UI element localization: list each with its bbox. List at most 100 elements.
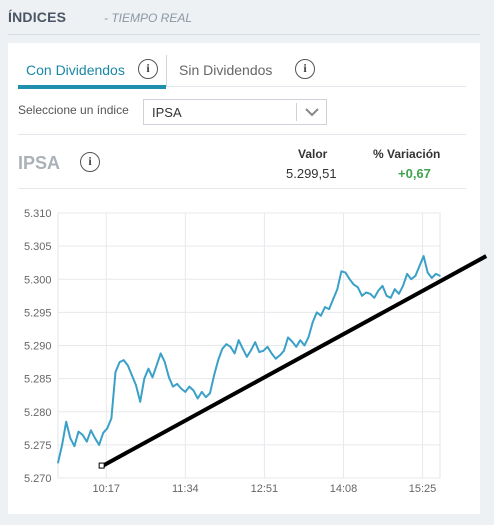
data-point: [328, 308, 330, 310]
y-tick-label: 5.270: [24, 473, 52, 485]
index-name: IPSA: [18, 153, 61, 173]
data-point: [270, 352, 273, 355]
data-point: [422, 255, 425, 257]
data-point: [225, 343, 228, 346]
data-point: [201, 391, 203, 393]
data-point: [110, 417, 113, 420]
data-point: [131, 374, 133, 377]
y-tick-label: 5.310: [24, 208, 52, 220]
x-tick-label: 12:51: [251, 483, 279, 495]
valor-header: Valor: [298, 147, 328, 161]
data-point: [287, 336, 289, 339]
data-point: [73, 445, 76, 448]
data-point: [266, 346, 269, 348]
data-point: [295, 346, 298, 348]
data-point: [86, 440, 88, 443]
data-point: [369, 293, 372, 295]
data-point: [307, 336, 310, 338]
data-point: [221, 348, 224, 350]
data-point: [254, 341, 256, 344]
info-icon[interactable]: i: [295, 59, 315, 79]
data-point: [336, 288, 339, 291]
data-point: [61, 444, 63, 446]
data-point: [102, 432, 104, 434]
data-point: [279, 354, 281, 357]
data-point: [303, 344, 306, 347]
data-point: [344, 271, 347, 274]
tab-bar: Con Dividendos i Sin Dividendos i: [18, 55, 466, 89]
data-point: [69, 437, 72, 440]
data-point: [147, 367, 150, 370]
data-point: [431, 277, 433, 279]
data-point: [164, 361, 166, 363]
variacion-header: % Variación: [373, 147, 441, 161]
header-divider: [8, 34, 480, 35]
y-axis-labels: 5.310 5.305 5.300 5.295 5.290 5.285 5.280 5.275…: [24, 208, 52, 485]
data-point: [262, 350, 265, 352]
data-point: [168, 376, 170, 379]
data-point: [435, 273, 437, 275]
index-select[interactable]: IPSA: [143, 99, 327, 125]
data-point: [139, 401, 141, 403]
y-tick-label: 5.305: [24, 241, 52, 253]
y-tick-label: 5.285: [24, 374, 52, 386]
data-point: [233, 352, 236, 355]
select-divider: [296, 103, 297, 121]
data-point: [98, 444, 100, 446]
data-point: [106, 427, 109, 430]
tab-label: Sin Dividendos: [179, 62, 273, 78]
data-point: [385, 295, 388, 297]
data-point: [381, 285, 384, 287]
x-tick-label: 10:17: [92, 483, 120, 495]
data-point: [217, 359, 219, 361]
info-icon[interactable]: i: [80, 152, 100, 172]
data-point: [122, 359, 125, 361]
data-point: [373, 297, 376, 299]
data-point: [352, 283, 355, 286]
valor-value: 5.299,51: [286, 166, 337, 181]
data-point: [332, 298, 335, 300]
trendline: [101, 254, 488, 468]
data-point: [180, 387, 182, 390]
data-point: [237, 339, 240, 342]
data-point: [196, 397, 199, 400]
y-tick-label: 5.290: [24, 341, 52, 353]
data-point: [242, 348, 244, 350]
active-tab-indicator: [18, 85, 166, 89]
chart-annotations: [98, 254, 488, 469]
data-point: [94, 437, 96, 440]
tab-sin-dividendos[interactable]: Sin Dividendos i: [166, 55, 326, 87]
index-selector-row: Seleccione un índice IPSA: [18, 95, 466, 135]
data-point: [192, 389, 195, 392]
data-point: [365, 291, 367, 294]
data-point: [209, 392, 211, 395]
data-point: [246, 356, 248, 358]
data-point: [299, 339, 302, 342]
data-point: [402, 285, 404, 287]
chevron-down-icon[interactable]: [302, 103, 322, 121]
info-icon[interactable]: i: [138, 59, 158, 79]
data-point: [118, 361, 121, 363]
data-point: [127, 364, 129, 367]
data-point: [394, 288, 396, 291]
data-point: [283, 350, 285, 352]
data-point: [361, 295, 363, 297]
data-point: [250, 349, 252, 351]
data-point: [151, 376, 154, 379]
data-point: [135, 384, 137, 387]
data-point: [291, 340, 293, 343]
data-point: [65, 420, 67, 423]
data-point: [229, 346, 232, 348]
y-tick-label: 5.280: [24, 407, 52, 419]
selected-index: IPSA: [152, 105, 182, 120]
data-point: [188, 385, 191, 388]
data-point: [143, 377, 146, 380]
x-tick-label: 14:08: [330, 483, 358, 495]
chart-series: [57, 255, 441, 464]
chart-grid: [57, 212, 441, 479]
data-point: [348, 278, 351, 281]
y-tick-label: 5.295: [24, 307, 52, 319]
tab-con-dividendos[interactable]: Con Dividendos i: [18, 55, 166, 89]
data-point: [159, 352, 162, 355]
